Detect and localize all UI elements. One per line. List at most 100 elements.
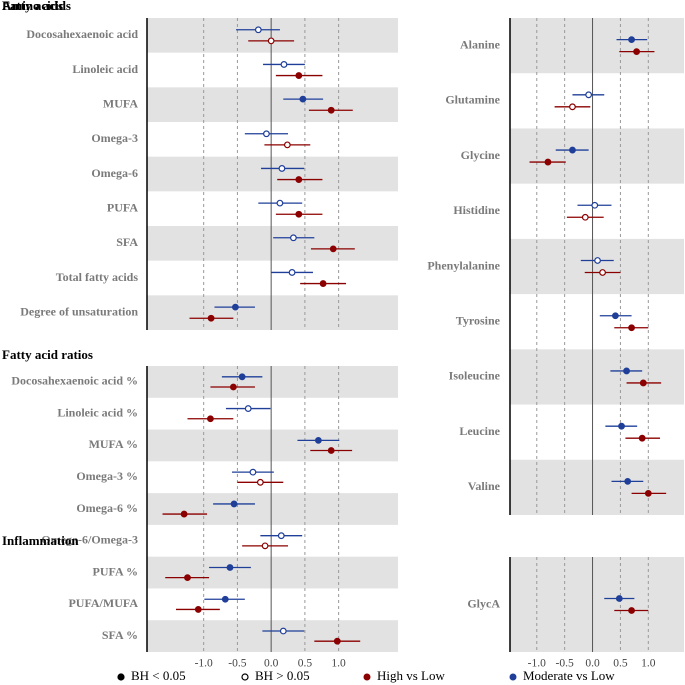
row-band — [147, 556, 398, 589]
category-label: Phenylalanine — [427, 258, 500, 272]
x-tick-label: 0.0 — [585, 658, 600, 670]
category-label: SFA — [116, 235, 138, 249]
estimate-point — [628, 324, 635, 332]
estimate-point — [238, 373, 246, 381]
category-label: Docosahexaenoic acid % — [11, 374, 138, 388]
row-band — [147, 226, 398, 261]
estimate-point — [295, 72, 303, 79]
x-tick-label: 0.5 — [298, 658, 313, 670]
x-tick-label: 1.0 — [331, 658, 346, 670]
category-label: Omega-3 % — [76, 469, 138, 483]
category-label: PUFA/MUFA — [68, 596, 138, 610]
estimate-point — [279, 627, 287, 635]
estimate-point — [615, 595, 623, 602]
category-label: Glycine — [461, 148, 501, 162]
row-band — [510, 459, 684, 515]
estimate-point — [644, 489, 652, 497]
category-label: Total fatty acids — [56, 270, 139, 284]
estimate-point — [618, 422, 625, 430]
estimate-point — [244, 405, 252, 412]
category-label: Valine — [468, 479, 501, 493]
category-label: Glutamine — [445, 93, 500, 107]
x-tick-label: -0.5 — [228, 658, 246, 670]
x-tick-label: -1.0 — [195, 658, 213, 670]
estimate-point — [226, 564, 234, 571]
estimate-point — [638, 434, 646, 442]
estimate-point — [295, 176, 303, 183]
row-band — [147, 620, 398, 652]
estimate-point — [333, 637, 341, 645]
estimate-point — [299, 95, 307, 103]
category-label: MUFA — [103, 96, 138, 110]
estimate-point — [599, 269, 606, 276]
estimate-point — [591, 201, 599, 209]
category-label: GlycA — [467, 596, 500, 610]
category-label: Histidine — [453, 203, 500, 217]
x-tick-label: 1.0 — [641, 658, 656, 670]
category-label: Docosahexaenoic acid — [26, 27, 138, 41]
legend-marker — [509, 673, 517, 681]
legend-label: Moderate vs Low — [523, 668, 615, 683]
panel-title: Fatty acids — [2, 0, 63, 13]
row-band — [147, 429, 398, 462]
estimate-point — [569, 146, 576, 154]
category-label: SFA % — [102, 628, 138, 642]
category-label: Omega-3 — [91, 131, 138, 145]
row-band — [147, 493, 398, 525]
estimate-point — [288, 269, 296, 276]
estimate-point — [261, 542, 269, 550]
estimate-point — [290, 234, 297, 242]
estimate-point — [276, 199, 284, 207]
estimate-point — [278, 165, 286, 172]
estimate-point — [207, 415, 214, 423]
estimate-point — [327, 447, 335, 454]
estimate-point — [628, 607, 635, 614]
x-tick-label: -1.0 — [528, 658, 546, 670]
category-label: Leucine — [459, 424, 500, 438]
estimate-point — [230, 500, 238, 508]
category-label: PUFA — [107, 200, 138, 214]
estimate-point — [295, 210, 303, 218]
x-tick-label: 0.5 — [613, 658, 628, 670]
estimate-point — [277, 532, 285, 540]
estimate-point — [256, 478, 264, 486]
category-label: Omega-6/Omega-3 — [41, 533, 138, 547]
category-label: Linoleic acid % — [57, 405, 138, 419]
row-band — [510, 18, 684, 74]
row-band — [147, 156, 398, 192]
legend-marker — [241, 673, 249, 681]
estimate-point — [249, 468, 257, 476]
estimate-point — [327, 106, 335, 114]
category-label: Omega-6 % — [76, 501, 138, 515]
estimate-point — [612, 312, 619, 320]
row-band — [147, 87, 398, 122]
estimate-point — [283, 141, 291, 149]
estimate-point — [184, 574, 191, 582]
estimate-point — [623, 367, 630, 375]
legend-label: High vs Low — [377, 668, 446, 683]
estimate-point — [267, 37, 275, 45]
row-band — [147, 366, 398, 398]
category-label: Isoleucine — [449, 369, 501, 383]
legend-label: BH < 0.05 — [131, 668, 186, 683]
category-label: PUFA % — [93, 564, 138, 578]
estimate-point — [314, 436, 322, 444]
category-label: MUFA % — [89, 437, 138, 451]
row-band — [510, 557, 684, 652]
estimate-point — [194, 606, 202, 613]
category-label: Omega-6 — [91, 166, 138, 180]
panel-title: Fatty acid ratios — [2, 347, 93, 362]
estimate-point — [639, 379, 647, 387]
estimate-point — [624, 477, 632, 485]
estimate-point — [263, 130, 270, 138]
legend-marker — [363, 673, 371, 681]
row-band — [510, 128, 684, 184]
row-band — [147, 18, 398, 53]
estimate-point — [254, 26, 262, 34]
estimate-point — [585, 91, 593, 99]
estimate-point — [280, 61, 288, 68]
estimate-point — [581, 213, 589, 221]
estimate-point — [180, 510, 188, 518]
estimate-point — [207, 314, 215, 322]
